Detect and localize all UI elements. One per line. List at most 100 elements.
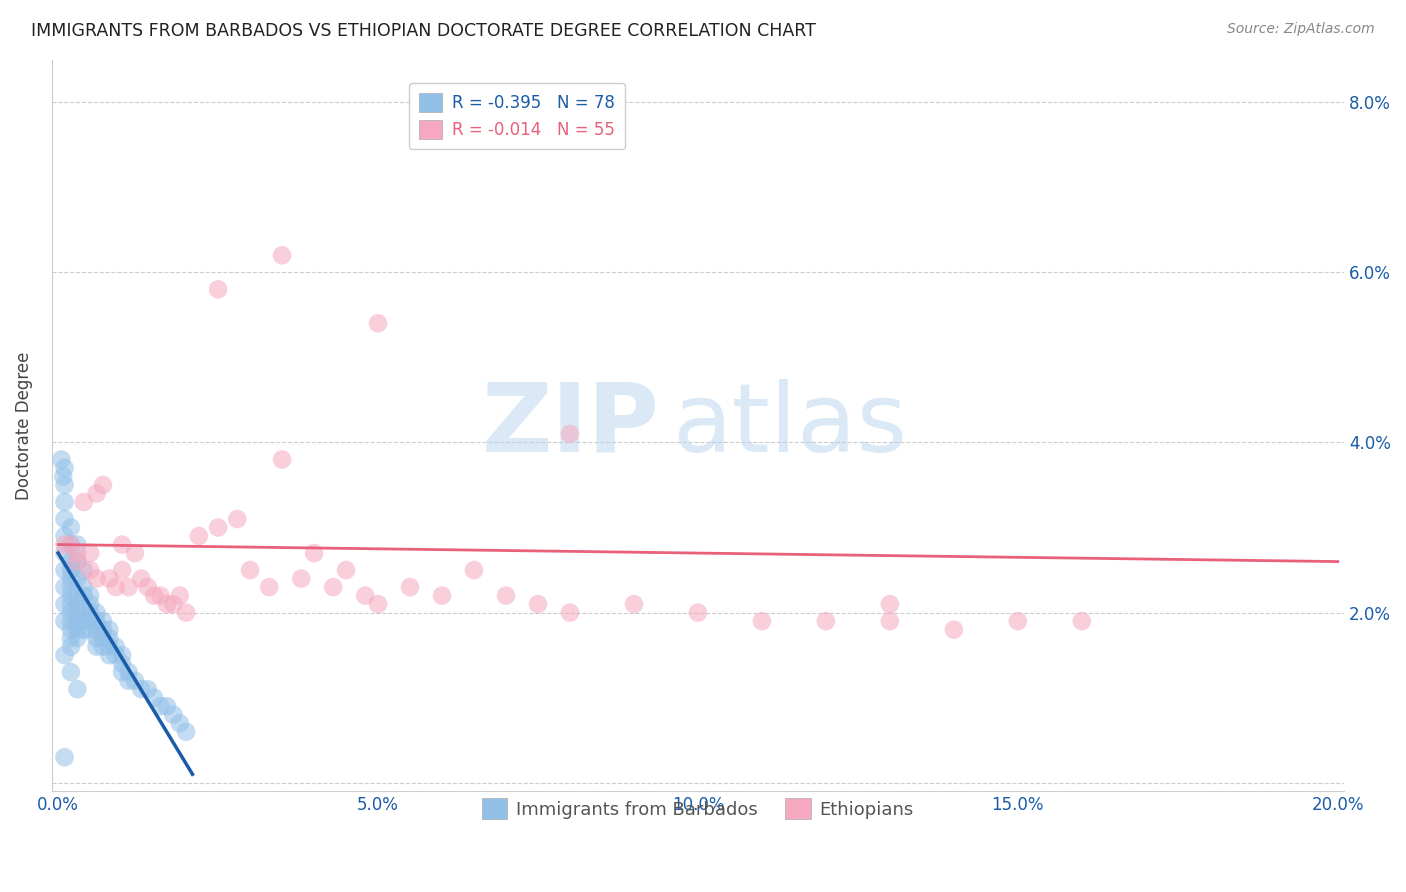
Point: [91, 478, 114, 492]
Point: [59, 572, 82, 586]
Point: [86, 614, 108, 628]
Point: [98, 623, 121, 637]
Point: [879, 614, 901, 628]
Point: [66, 555, 89, 569]
Point: [66, 682, 89, 697]
Point: [124, 673, 146, 688]
Point: [527, 597, 550, 611]
Text: ZIP: ZIP: [481, 379, 659, 472]
Point: [149, 699, 172, 714]
Point: [66, 614, 89, 628]
Point: [53, 529, 76, 543]
Point: [86, 486, 108, 500]
Point: [53, 597, 76, 611]
Point: [53, 495, 76, 509]
Point: [98, 631, 121, 645]
Point: [73, 614, 96, 628]
Point: [59, 665, 82, 680]
Point: [98, 648, 121, 662]
Point: [73, 580, 96, 594]
Point: [79, 606, 101, 620]
Point: [335, 563, 357, 577]
Point: [271, 452, 294, 467]
Point: [239, 563, 262, 577]
Point: [86, 606, 108, 620]
Point: [156, 699, 179, 714]
Point: [226, 512, 249, 526]
Point: [53, 563, 76, 577]
Point: [91, 640, 114, 654]
Point: [111, 563, 134, 577]
Point: [124, 546, 146, 560]
Point: [111, 657, 134, 671]
Point: [162, 707, 184, 722]
Point: [66, 631, 89, 645]
Point: [66, 597, 89, 611]
Point: [53, 614, 76, 628]
Point: [1007, 614, 1029, 628]
Point: [187, 529, 209, 543]
Text: IMMIGRANTS FROM BARBADOS VS ETHIOPIAN DOCTORATE DEGREE CORRELATION CHART: IMMIGRANTS FROM BARBADOS VS ETHIOPIAN DO…: [31, 22, 815, 40]
Point: [98, 640, 121, 654]
Point: [59, 580, 82, 594]
Point: [558, 606, 581, 620]
Point: [59, 640, 82, 654]
Y-axis label: Doctorate Degree: Doctorate Degree: [15, 351, 32, 500]
Point: [73, 623, 96, 637]
Point: [79, 623, 101, 637]
Point: [207, 520, 229, 534]
Point: [111, 648, 134, 662]
Point: [367, 317, 389, 331]
Point: [169, 716, 191, 731]
Point: [1070, 614, 1092, 628]
Point: [814, 614, 837, 628]
Point: [59, 623, 82, 637]
Point: [66, 546, 89, 560]
Point: [207, 282, 229, 296]
Point: [143, 589, 166, 603]
Point: [86, 623, 108, 637]
Point: [53, 648, 76, 662]
Point: [399, 580, 422, 594]
Point: [156, 597, 179, 611]
Point: [174, 606, 197, 620]
Legend: Immigrants from Barbados, Ethiopians: Immigrants from Barbados, Ethiopians: [475, 791, 921, 826]
Point: [86, 572, 108, 586]
Point: [59, 597, 82, 611]
Point: [98, 572, 121, 586]
Point: [59, 563, 82, 577]
Point: [259, 580, 281, 594]
Point: [623, 597, 645, 611]
Point: [136, 580, 159, 594]
Point: [59, 614, 82, 628]
Point: [169, 589, 191, 603]
Point: [463, 563, 485, 577]
Point: [73, 563, 96, 577]
Point: [271, 248, 294, 262]
Point: [79, 563, 101, 577]
Point: [66, 572, 89, 586]
Point: [162, 597, 184, 611]
Point: [59, 631, 82, 645]
Point: [59, 537, 82, 551]
Point: [290, 572, 312, 586]
Point: [51, 452, 73, 467]
Point: [53, 478, 76, 492]
Point: [174, 724, 197, 739]
Point: [495, 589, 517, 603]
Point: [131, 572, 153, 586]
Point: [111, 537, 134, 551]
Point: [66, 555, 89, 569]
Point: [136, 682, 159, 697]
Point: [53, 580, 76, 594]
Point: [322, 580, 344, 594]
Text: atlas: atlas: [672, 379, 907, 472]
Point: [131, 682, 153, 697]
Point: [66, 589, 89, 603]
Point: [59, 589, 82, 603]
Point: [79, 589, 101, 603]
Point: [558, 426, 581, 441]
Point: [751, 614, 773, 628]
Point: [66, 606, 89, 620]
Point: [79, 597, 101, 611]
